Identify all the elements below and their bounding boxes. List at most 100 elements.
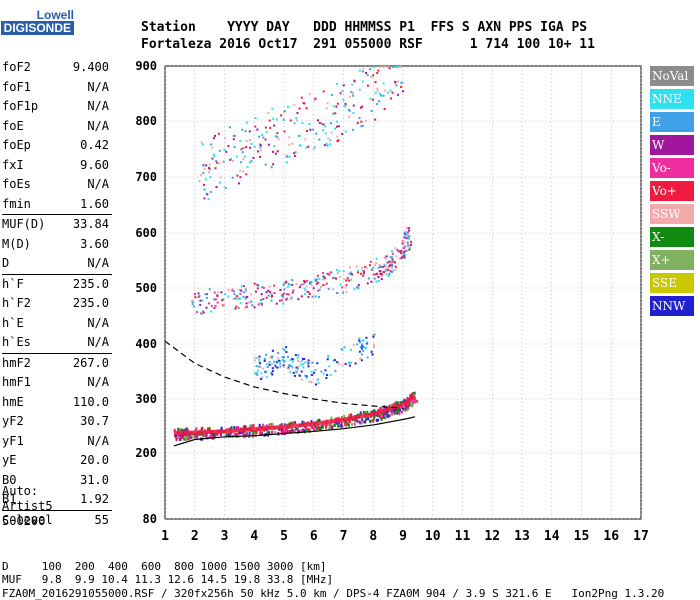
x-tick-label: 15 xyxy=(574,529,590,544)
echo-point xyxy=(282,118,285,121)
echo-point xyxy=(240,285,243,288)
echo-point xyxy=(307,359,310,362)
echo-point xyxy=(372,74,375,77)
echo-point xyxy=(225,433,228,437)
echo-point xyxy=(279,288,282,291)
echo-point xyxy=(334,369,337,372)
echo-point xyxy=(281,358,284,361)
echo-point xyxy=(264,163,267,166)
echo-point xyxy=(307,428,310,432)
echo-point xyxy=(271,370,274,373)
echo-point xyxy=(326,374,329,377)
echo-point xyxy=(264,126,267,129)
echo-point xyxy=(321,425,324,429)
param-row: h`F 235.0 xyxy=(2,275,112,295)
echo-point xyxy=(416,399,419,403)
echo-point xyxy=(346,422,349,426)
echo-point xyxy=(384,414,387,418)
echo-point xyxy=(305,146,308,149)
echo-point xyxy=(362,420,365,424)
echo-point xyxy=(245,146,248,149)
echo-point xyxy=(381,415,384,419)
echo-point xyxy=(202,172,205,175)
echo-point xyxy=(251,432,254,436)
echo-point xyxy=(388,264,391,267)
echo-point xyxy=(255,290,258,293)
echo-point xyxy=(270,372,273,375)
echo-point xyxy=(221,299,224,302)
echo-point xyxy=(245,305,248,308)
echo-point xyxy=(282,292,285,295)
echo-point xyxy=(274,135,277,138)
param-name: fmin xyxy=(2,196,31,211)
echo-point xyxy=(205,293,208,296)
echo-point xyxy=(256,284,259,287)
echo-point xyxy=(402,90,405,93)
echo-point xyxy=(252,424,255,428)
echo-point xyxy=(279,359,282,362)
param-row: yF1 N/A xyxy=(2,432,112,452)
echo-point xyxy=(229,427,232,431)
echo-point xyxy=(276,357,279,360)
echo-point xyxy=(344,102,347,105)
echo-point xyxy=(273,360,276,363)
echo-point xyxy=(212,437,215,441)
echo-point xyxy=(185,437,188,441)
echo-point xyxy=(254,125,257,128)
echo-point xyxy=(181,433,184,437)
echo-point xyxy=(382,66,385,68)
echo-point xyxy=(333,423,336,427)
echo-point xyxy=(309,128,312,131)
echo-point xyxy=(320,285,323,288)
echo-point xyxy=(202,164,205,167)
echo-point xyxy=(207,198,210,201)
echo-point xyxy=(401,254,404,257)
echo-point xyxy=(177,427,180,431)
echo-point xyxy=(370,268,373,271)
echo-point xyxy=(236,433,239,437)
param-name: h`Es xyxy=(2,335,31,349)
echo-point xyxy=(197,292,200,295)
echo-point xyxy=(316,119,319,122)
echo-point xyxy=(239,169,242,172)
echo-point xyxy=(390,266,393,269)
echo-point xyxy=(241,151,244,154)
echo-point xyxy=(303,357,306,360)
echo-point xyxy=(285,350,288,353)
header-values: Fortaleza 2016 Oct17 291 055000 RSF 1 71… xyxy=(141,37,595,52)
echo-point xyxy=(308,293,311,296)
echo-point xyxy=(302,102,305,105)
echo-point xyxy=(338,270,341,273)
echo-point xyxy=(405,237,408,240)
param-value: 3.60 xyxy=(80,236,109,251)
echo-point xyxy=(324,423,327,427)
echo-point xyxy=(307,291,310,294)
echo-point xyxy=(321,129,324,132)
echo-point xyxy=(242,432,245,436)
echo-point xyxy=(378,270,381,273)
echo-point xyxy=(244,288,247,291)
legend-entry: Vo+ xyxy=(650,181,694,201)
echo-point xyxy=(329,139,332,142)
echo-point xyxy=(250,142,253,145)
echo-point xyxy=(344,286,347,289)
echo-point xyxy=(407,237,410,240)
echo-point xyxy=(298,107,301,110)
echo-point xyxy=(259,302,262,305)
echo-point xyxy=(323,283,326,286)
echo-point xyxy=(244,290,247,293)
echo-point xyxy=(405,250,408,253)
echo-point xyxy=(250,424,253,428)
param-name: foE xyxy=(2,118,24,133)
echo-point xyxy=(347,423,350,427)
echo-point xyxy=(202,143,205,146)
echo-point xyxy=(209,191,212,194)
param-name: foEs xyxy=(2,177,31,191)
echo-point xyxy=(384,268,387,271)
echo-point xyxy=(310,281,313,284)
echo-point xyxy=(296,111,299,114)
echo-point xyxy=(400,410,403,414)
echo-point xyxy=(400,249,403,252)
echo-point xyxy=(191,303,194,306)
echo-point xyxy=(212,153,215,156)
